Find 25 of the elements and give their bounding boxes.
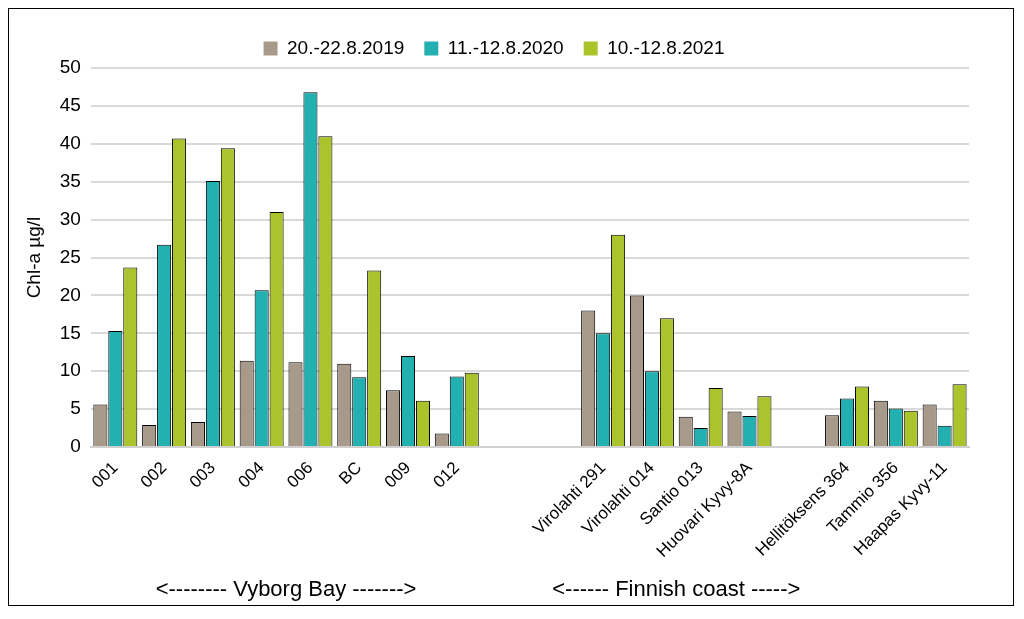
x-tick-label: 006: [283, 457, 317, 492]
y-tick-label: 5: [70, 397, 81, 419]
legend-label: 11.-12.8.2020: [447, 36, 564, 58]
y-tick-label: 25: [59, 245, 81, 267]
y-tick-label: 35: [59, 169, 81, 191]
legend-label: 20.-22.8.2019: [287, 36, 405, 58]
x-tick-label: 012: [429, 457, 463, 492]
y-tick-label: 30: [59, 207, 81, 229]
text: <------ Finnish coast ----->: [552, 576, 801, 602]
y-tick-label: 45: [59, 94, 81, 116]
y-tick-label: 50: [59, 56, 81, 78]
legend-label: 10.-12.8.2021: [607, 36, 725, 58]
y-tick-label: 20: [59, 283, 81, 305]
y-tick-label: 15: [59, 321, 81, 343]
text: <-------- Vyborg Bay ------->: [155, 576, 417, 602]
y-axis-title: Chl-a µg/l: [22, 216, 44, 299]
x-tick-label: 002: [136, 457, 171, 492]
x-tick-label: 009: [380, 457, 415, 492]
y-tick-label: 40: [59, 132, 81, 154]
x-tick-label: 003: [185, 457, 220, 492]
y-tick-label: 0: [70, 435, 81, 457]
x-tick-label: 001: [87, 457, 122, 492]
x-tick-label: 004: [234, 457, 268, 492]
x-tick-label: BC: [335, 457, 366, 489]
y-tick-label: 10: [59, 359, 81, 381]
